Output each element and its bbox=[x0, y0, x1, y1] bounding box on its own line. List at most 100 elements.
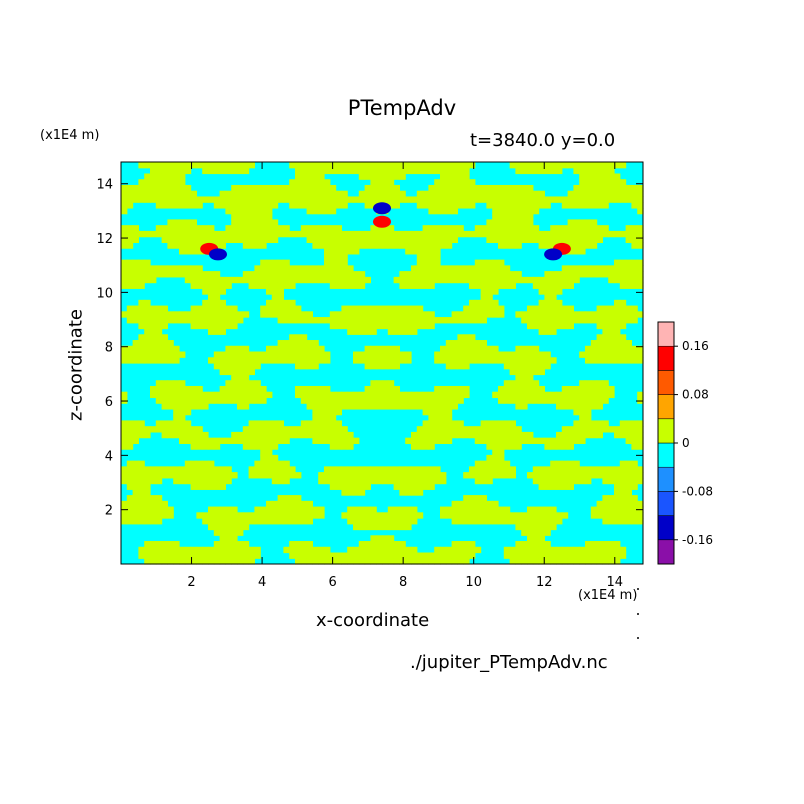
field-cell bbox=[422, 391, 429, 399]
field-cell bbox=[225, 345, 232, 353]
field-cell bbox=[480, 351, 487, 358]
field-cell bbox=[155, 202, 163, 209]
field-cell bbox=[190, 305, 197, 312]
field-cell bbox=[434, 242, 441, 249]
field-cell bbox=[190, 385, 197, 393]
field-cell bbox=[324, 202, 331, 209]
field-cell bbox=[567, 202, 574, 209]
field-cell bbox=[312, 403, 319, 410]
field-cell bbox=[428, 184, 435, 192]
field-cell bbox=[614, 340, 621, 347]
field-cell bbox=[550, 512, 557, 519]
field-cell bbox=[196, 403, 203, 410]
field-cell bbox=[364, 357, 371, 364]
field-cell bbox=[625, 184, 632, 192]
field-cell bbox=[231, 368, 238, 376]
field-cell bbox=[161, 506, 168, 513]
field-cell bbox=[590, 196, 598, 203]
field-cell bbox=[590, 431, 598, 439]
field-cell bbox=[318, 385, 325, 393]
field-cell bbox=[527, 345, 534, 353]
field-cell bbox=[416, 477, 424, 485]
field-cell bbox=[341, 305, 348, 312]
field-cell bbox=[521, 363, 528, 370]
field-cell bbox=[550, 311, 557, 318]
field-cell bbox=[271, 518, 279, 525]
field-cell bbox=[312, 506, 319, 513]
field-cell bbox=[474, 225, 482, 232]
field-cell bbox=[521, 529, 528, 536]
field-cell bbox=[353, 322, 360, 330]
field-cell bbox=[596, 472, 603, 479]
field-cell bbox=[283, 265, 290, 272]
field-cell bbox=[329, 477, 337, 485]
field-cell bbox=[405, 403, 412, 410]
field-cell bbox=[428, 483, 435, 490]
field-cell bbox=[579, 202, 586, 209]
field-cell bbox=[353, 472, 360, 479]
field-cell bbox=[376, 225, 383, 232]
field-cell bbox=[567, 196, 574, 203]
field-cell bbox=[422, 242, 429, 249]
field-cell bbox=[335, 282, 342, 289]
field-cell bbox=[428, 311, 435, 318]
field-cell bbox=[184, 167, 192, 175]
field-cell bbox=[480, 500, 487, 508]
field-cell bbox=[625, 311, 632, 318]
field-cell bbox=[173, 357, 180, 364]
field-cell bbox=[567, 225, 574, 232]
field-cell bbox=[451, 317, 458, 324]
field-cell bbox=[608, 472, 615, 479]
contour-field bbox=[121, 162, 644, 565]
field-cell bbox=[631, 351, 638, 358]
field-cell bbox=[126, 437, 134, 444]
field-cell bbox=[503, 236, 511, 243]
field-cell bbox=[387, 357, 395, 364]
field-cell bbox=[434, 207, 441, 215]
field-cell bbox=[445, 184, 453, 192]
field-cell bbox=[474, 472, 482, 479]
field-cell bbox=[237, 345, 244, 353]
field-cell bbox=[544, 328, 551, 335]
field-cell bbox=[521, 317, 528, 324]
field-cell bbox=[474, 437, 482, 444]
field-cell bbox=[213, 529, 221, 536]
field-cell bbox=[538, 357, 545, 364]
field-cell bbox=[596, 357, 603, 364]
field-cell bbox=[150, 426, 157, 433]
field-cell bbox=[590, 397, 598, 404]
field-cell bbox=[179, 317, 186, 324]
field-cell bbox=[474, 282, 482, 289]
field-cell bbox=[173, 552, 180, 559]
field-cell bbox=[567, 477, 574, 485]
field-cell bbox=[353, 489, 360, 496]
field-cell bbox=[306, 391, 313, 399]
field-cell bbox=[155, 500, 163, 508]
field-cell bbox=[335, 391, 342, 399]
field-cell bbox=[451, 196, 458, 203]
field-cell bbox=[608, 552, 615, 559]
field-cell bbox=[556, 271, 563, 278]
field-cell bbox=[405, 322, 412, 330]
field-cell bbox=[411, 317, 418, 324]
field-cell bbox=[213, 472, 221, 479]
field-cell bbox=[498, 454, 505, 462]
field-cell bbox=[190, 265, 197, 272]
field-cell bbox=[480, 460, 487, 467]
field-cell bbox=[492, 202, 499, 209]
field-cell bbox=[306, 345, 313, 353]
field-cell bbox=[376, 385, 383, 393]
field-cell bbox=[126, 236, 134, 243]
field-cell bbox=[353, 552, 360, 559]
field-cell bbox=[573, 271, 580, 278]
field-cell bbox=[370, 391, 377, 399]
field-cell bbox=[509, 363, 516, 370]
field-cell bbox=[556, 317, 563, 324]
field-cell bbox=[295, 190, 302, 198]
field-cell bbox=[469, 426, 476, 433]
field-cell bbox=[532, 558, 540, 565]
field-cell bbox=[411, 282, 418, 289]
field-cell bbox=[515, 225, 522, 232]
field-cell bbox=[387, 466, 395, 473]
field-cell bbox=[126, 271, 134, 278]
